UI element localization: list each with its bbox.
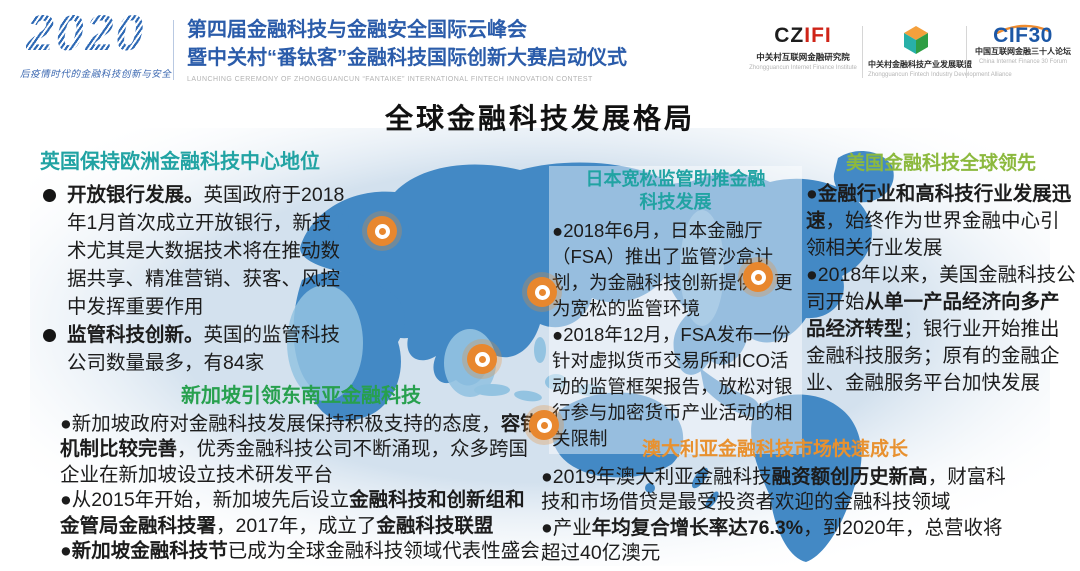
map-marker-north-america bbox=[743, 262, 773, 292]
conference-title-line2: 暨中关村“番钛客”金融科技国际创新大赛启动仪式 bbox=[187, 47, 627, 69]
region-japan: 日本宽松监管助推金融科技发展 ●2018年6月，日本金融厅（FSA）推出了监管沙… bbox=[549, 166, 802, 454]
continent-africa-light bbox=[287, 285, 363, 401]
island-ireland bbox=[326, 232, 334, 244]
alliance-name-cn: 中关村金融科技产业发展联盟 bbox=[868, 60, 972, 69]
cube-icon bbox=[868, 24, 964, 56]
region-heading: 美国金融科技全球领先 bbox=[845, 153, 1036, 174]
header-divider bbox=[173, 20, 174, 80]
cif30-name-en: China Internet Finance 30 Forum bbox=[978, 59, 1068, 65]
bullet-dot: ● bbox=[806, 183, 818, 205]
region-singapore: 新加坡引领东南亚金融科技 ●新加坡政府对金融科技发展保持积极支持的态度，容错机制… bbox=[60, 384, 542, 565]
bullet-item: ●2018年以来，美国金融科技公司开始从单一产品经济向多产品经济转型；银行业开始… bbox=[806, 264, 1076, 394]
island-nz-north bbox=[691, 467, 709, 489]
island-philippines bbox=[534, 337, 546, 363]
cif30-swoosh-icon bbox=[995, 24, 1051, 34]
bullet-dot bbox=[43, 189, 56, 202]
cif30-wordmark: CIF30 bbox=[993, 24, 1053, 47]
island-borneo bbox=[545, 374, 567, 390]
alliance-name-en: Zhongguancun Fintech Industry Developmen… bbox=[868, 72, 1012, 78]
czifi-name-cn: 中关村互联网金融研究院 bbox=[756, 52, 850, 62]
region-heading: 英国保持欧洲金融科技中心地位 bbox=[40, 151, 320, 173]
logo-cif30: CIF30 中国互联网金融三十人论坛 China Internet Financ… bbox=[972, 24, 1074, 65]
region-australia: 澳大利亚金融科技市场快速成长 ●2019年澳大利亚金融科技融资额创历史新高，财富… bbox=[541, 437, 1009, 567]
map-marker-europe bbox=[367, 216, 397, 246]
island-japan-1 bbox=[554, 254, 570, 286]
bullet-item: ●2018年6月，日本金融厅（FSA）推出了监管沙盒计划，为金融科技创新提供了更… bbox=[552, 220, 793, 319]
marker-ring bbox=[750, 269, 766, 285]
bullet-dot: ● bbox=[60, 540, 72, 562]
region-usa: 美国金融科技全球领先 ●金融行业和高科技行业发展迅速，始终作为世界金融中心引领相… bbox=[806, 150, 1076, 397]
logo-fintech-alliance: 中关村金融科技产业发展联盟 Zhongguancun Fintech Indus… bbox=[868, 24, 1012, 78]
continent-australia bbox=[551, 392, 684, 478]
greenland bbox=[833, 151, 894, 203]
region-uk: 英国保持欧洲金融科技中心地位 开放银行发展。英国政府于2018年1月首次成立开放… bbox=[40, 148, 348, 377]
header: 2020 后疫情时代的金融科技创新与安全 第四届金融科技与金融安全国际云峰会 暨… bbox=[0, 0, 1080, 96]
czifi-wordmark: CZIFI bbox=[774, 24, 832, 47]
marker-dot bbox=[478, 355, 486, 363]
region-bullets: 开放银行发展。英国政府于2018年1月首次成立开放银行，新技术尤其是大数据技术将… bbox=[40, 181, 348, 377]
region-heading: 日本宽松监管助推金融科技发展 bbox=[585, 169, 766, 212]
bullet-item: ●2018年12月，FSA发布一份针对虚拟货币交易所和ICO活动的监管框架报告，… bbox=[552, 324, 793, 449]
conference-title: 第四届金融科技与金融安全国际云峰会 暨中关村“番钛客”金融科技国际创新大赛启动仪… bbox=[187, 16, 747, 83]
conference-title-english: LAUNCHING CEREMONY OF ZHONGGUANCUN “FANT… bbox=[187, 76, 593, 83]
region-heading: 澳大利亚金融科技市场快速成长 bbox=[641, 439, 908, 460]
bullet-item: ●从2015年开始，新加坡先后设立金融科技和创新组和金管局金融科技署，2017年… bbox=[60, 489, 525, 537]
map-marker-australia bbox=[529, 410, 559, 440]
bullet-item: ●金融行业和高科技行业发展迅速，始终作为世界金融中心引领相关行业发展 bbox=[806, 183, 1072, 259]
continent-south-america bbox=[751, 394, 862, 562]
map-marker-japan bbox=[527, 277, 557, 307]
region-bullets: ●2019年澳大利亚金融科技融资额创历史新高，财富科技和市场借贷是最受投资者欢迎… bbox=[541, 465, 1009, 567]
bullet-dot bbox=[43, 329, 56, 342]
island-uk bbox=[333, 213, 349, 235]
north-america-light bbox=[680, 210, 724, 326]
bullet-item: 监管科技创新。英国的监管科技公司数量最多，有84家 bbox=[40, 321, 348, 377]
year-logo: 2020 bbox=[26, 5, 146, 61]
marker-dot bbox=[538, 288, 546, 296]
bullet-item: ●新加坡政府对金融科技发展保持积极支持的态度，容错机制比较完善，优秀金融科技公司… bbox=[60, 412, 540, 486]
bullet-dot: ● bbox=[541, 516, 553, 539]
bullet-dot: ● bbox=[541, 465, 553, 488]
region-bullets: ●金融行业和高科技行业发展迅速，始终作为世界金融中心引领相关行业发展 ●2018年… bbox=[806, 181, 1076, 397]
marker-dot bbox=[754, 273, 762, 281]
marker-ring bbox=[474, 351, 490, 367]
map-marker-southeast-asia bbox=[467, 344, 497, 374]
bullet-dot: ● bbox=[552, 324, 564, 345]
header-slogan: 后疫情时代的金融科技创新与安全 bbox=[20, 69, 172, 80]
region-heading: 新加坡引领东南亚金融科技 bbox=[181, 385, 421, 407]
bullet-item: ●2019年澳大利亚金融科技融资额创历史新高，财富科技和市场借贷是最受投资者欢迎… bbox=[541, 465, 1006, 514]
bullet-dot: ● bbox=[806, 264, 818, 286]
island-newguinea bbox=[577, 384, 603, 396]
cif30-name-cn: 中国互联网金融三十人论坛 bbox=[975, 47, 1071, 56]
region-bullets: ●新加坡政府对金融科技发展保持积极支持的态度，容错机制比较完善，优秀金融科技公司… bbox=[60, 412, 542, 565]
marker-ring bbox=[374, 223, 390, 239]
island-java bbox=[514, 390, 542, 402]
bullet-dot: ● bbox=[552, 220, 564, 241]
page-title: 全球金融科技发展格局 bbox=[384, 103, 695, 134]
region-bullets: ●2018年6月，日本金融厅（FSA）推出了监管沙盒计划，为金融科技创新提供了更… bbox=[552, 218, 799, 452]
island-tasmania bbox=[645, 483, 655, 493]
bullet-item: ●新加坡金融科技节已成为全球金融科技领域代表性盛会 bbox=[60, 540, 540, 562]
world-map-svg bbox=[30, 128, 1050, 566]
central-america bbox=[700, 368, 761, 418]
czifi-name-en: Zhongguancun Internet Finance Institute bbox=[749, 65, 857, 71]
conference-title-line1: 第四届金融科技与金融安全国际云峰会 bbox=[187, 19, 527, 41]
island-sumatra bbox=[474, 384, 510, 396]
bullet-dot: ● bbox=[60, 489, 72, 511]
bullet-dot: ● bbox=[60, 412, 72, 435]
logo-divider bbox=[862, 26, 863, 78]
marker-ring bbox=[534, 284, 550, 300]
world-map bbox=[0, 128, 1080, 566]
marker-dot bbox=[378, 227, 386, 235]
bullet-item: 开放银行发展。英国政府于2018年1月首次成立开放银行，新技术尤其是大数据技术将… bbox=[40, 181, 348, 321]
logo-divider bbox=[966, 26, 967, 78]
bullet-item: ●产业年均复合增长率达76.3%，到2020年，总营收将超过40亿澳元 bbox=[541, 516, 1003, 565]
island-nz-south bbox=[705, 491, 719, 509]
marker-dot bbox=[540, 421, 548, 429]
logo-czifi: CZIFI 中关村互联网金融研究院 Zhongguancun Internet … bbox=[748, 24, 858, 71]
marker-ring bbox=[536, 417, 552, 433]
